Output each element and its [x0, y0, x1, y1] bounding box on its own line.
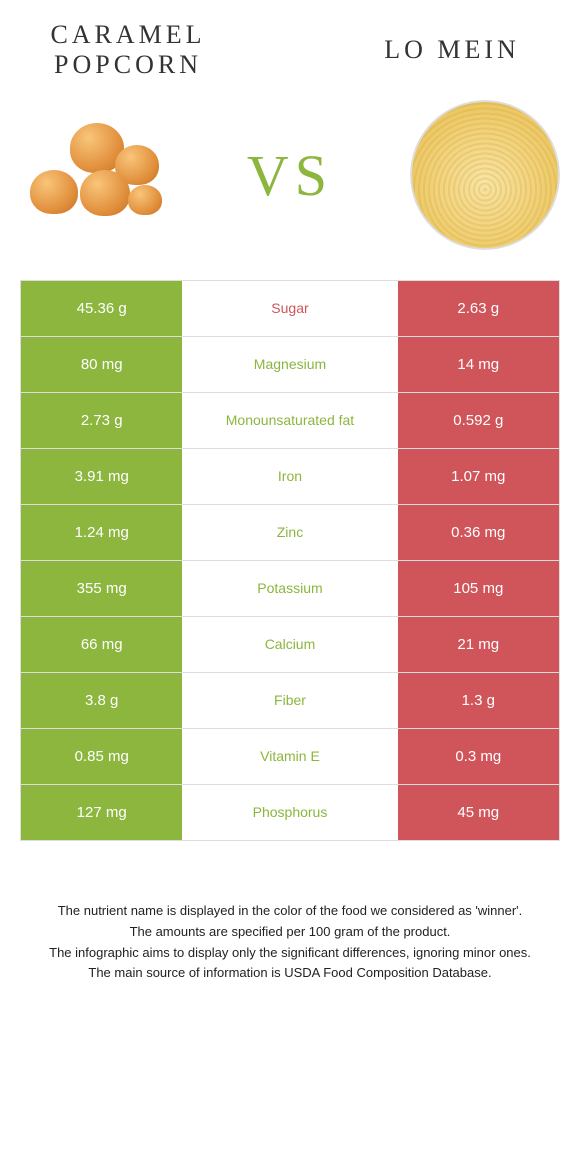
nutrient-label: Magnesium: [182, 337, 397, 392]
nutrient-left-value: 45.36 g: [21, 281, 182, 336]
footer-line: The amounts are specified per 100 gram o…: [30, 922, 550, 943]
nutrient-row: 45.36 gSugar2.63 g: [21, 281, 559, 337]
nutrient-right-value: 0.3 mg: [398, 729, 559, 784]
nutrient-right-value: 1.07 mg: [398, 449, 559, 504]
nutrient-row: 3.91 mgIron1.07 mg: [21, 449, 559, 505]
nutrient-left-value: 0.85 mg: [21, 729, 182, 784]
food-right-image: [410, 100, 560, 250]
nutrient-table: 45.36 gSugar2.63 g80 mgMagnesium14 mg2.7…: [20, 280, 560, 841]
nutrient-row: 355 mgPotassium105 mg: [21, 561, 559, 617]
food-left-title: CARAMEL POPCORN: [20, 20, 236, 80]
nutrient-row: 3.8 gFiber1.3 g: [21, 673, 559, 729]
vs-row: VS: [20, 100, 560, 250]
footer-line: The infographic aims to display only the…: [30, 943, 550, 964]
nutrient-right-value: 2.63 g: [398, 281, 559, 336]
nutrient-right-value: 0.592 g: [398, 393, 559, 448]
nutrient-label: Monounsaturated fat: [182, 393, 397, 448]
nutrient-row: 80 mgMagnesium14 mg: [21, 337, 559, 393]
vs-label: VS: [247, 142, 333, 209]
nutrient-left-value: 3.91 mg: [21, 449, 182, 504]
nutrient-left-value: 66 mg: [21, 617, 182, 672]
nutrient-label: Fiber: [182, 673, 397, 728]
nutrient-right-value: 21 mg: [398, 617, 559, 672]
footer-line: The main source of information is USDA F…: [30, 963, 550, 984]
nutrient-label: Phosphorus: [182, 785, 397, 840]
nutrient-label: Vitamin E: [182, 729, 397, 784]
nutrient-row: 1.24 mgZinc0.36 mg: [21, 505, 559, 561]
footer-notes: The nutrient name is displayed in the co…: [30, 901, 550, 984]
nutrient-left-value: 355 mg: [21, 561, 182, 616]
nutrient-right-value: 45 mg: [398, 785, 559, 840]
nutrient-label: Calcium: [182, 617, 397, 672]
nutrient-label: Sugar: [182, 281, 397, 336]
nutrient-left-value: 3.8 g: [21, 673, 182, 728]
nutrient-right-value: 105 mg: [398, 561, 559, 616]
nutrient-right-value: 0.36 mg: [398, 505, 559, 560]
food-left-image: [20, 100, 170, 250]
nutrient-right-value: 14 mg: [398, 337, 559, 392]
nutrient-label: Zinc: [182, 505, 397, 560]
nutrient-left-value: 127 mg: [21, 785, 182, 840]
nutrient-row: 127 mgPhosphorus45 mg: [21, 785, 559, 840]
nutrient-label: Iron: [182, 449, 397, 504]
header: CARAMEL POPCORN LO MEIN: [20, 20, 560, 80]
nutrient-row: 2.73 gMonounsaturated fat0.592 g: [21, 393, 559, 449]
nutrient-left-value: 80 mg: [21, 337, 182, 392]
nutrient-label: Potassium: [182, 561, 397, 616]
nutrient-left-value: 2.73 g: [21, 393, 182, 448]
nutrient-row: 66 mgCalcium21 mg: [21, 617, 559, 673]
nutrient-right-value: 1.3 g: [398, 673, 559, 728]
nutrient-row: 0.85 mgVitamin E0.3 mg: [21, 729, 559, 785]
footer-line: The nutrient name is displayed in the co…: [30, 901, 550, 922]
nutrient-left-value: 1.24 mg: [21, 505, 182, 560]
food-right-title: LO MEIN: [344, 35, 560, 65]
